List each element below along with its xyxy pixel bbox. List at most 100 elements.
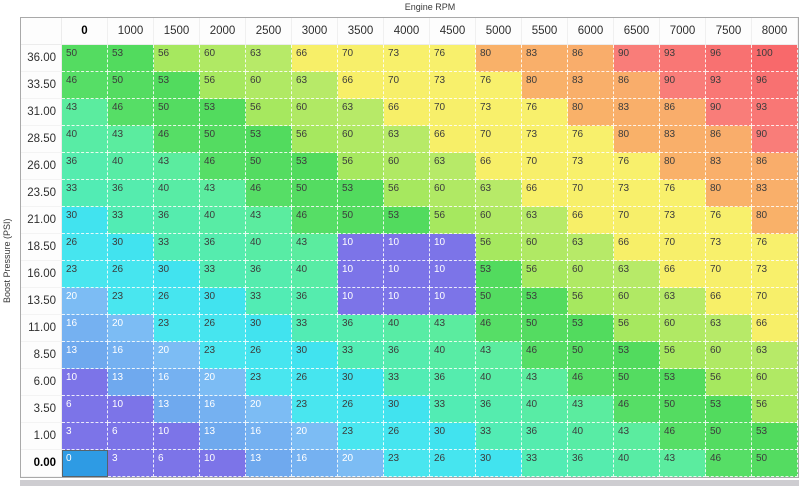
table-cell[interactable]: 40 bbox=[384, 315, 430, 342]
table-cell[interactable]: 63 bbox=[522, 207, 568, 234]
table-cell[interactable]: 43 bbox=[522, 369, 568, 396]
table-cell[interactable]: 43 bbox=[108, 126, 154, 153]
table-cell[interactable]: 60 bbox=[568, 261, 614, 288]
table-cell[interactable]: 76 bbox=[706, 207, 752, 234]
table-cell[interactable]: 70 bbox=[384, 72, 430, 99]
table-cell[interactable]: 10 bbox=[384, 261, 430, 288]
table-cell[interactable]: 50 bbox=[476, 288, 522, 315]
table-cell[interactable]: 36 bbox=[384, 342, 430, 369]
column-header[interactable]: 5500 bbox=[522, 18, 568, 45]
column-header[interactable]: 1000 bbox=[108, 18, 154, 45]
table-cell[interactable]: 70 bbox=[430, 99, 476, 126]
table-cell[interactable]: 83 bbox=[660, 126, 706, 153]
table-cell[interactable]: 26 bbox=[338, 396, 384, 423]
table-cell[interactable]: 30 bbox=[292, 342, 338, 369]
table-cell[interactable]: 13 bbox=[200, 423, 246, 450]
row-header[interactable]: 3.50 bbox=[21, 396, 62, 423]
table-cell[interactable]: 63 bbox=[706, 315, 752, 342]
table-cell[interactable]: 40 bbox=[614, 450, 660, 477]
table-cell[interactable]: 10 bbox=[430, 288, 476, 315]
table-cell[interactable]: 33 bbox=[522, 450, 568, 477]
table-cell[interactable]: 33 bbox=[292, 315, 338, 342]
row-header[interactable]: 0.00 bbox=[21, 450, 62, 477]
column-header[interactable]: 6000 bbox=[568, 18, 614, 45]
column-header[interactable]: 0 bbox=[62, 18, 108, 45]
table-cell[interactable]: 66 bbox=[706, 288, 752, 315]
row-header[interactable]: 33.50 bbox=[21, 72, 62, 99]
table-cell[interactable]: 20 bbox=[108, 315, 154, 342]
table-cell[interactable]: 53 bbox=[338, 180, 384, 207]
table-cell[interactable]: 23 bbox=[292, 396, 338, 423]
table-cell[interactable]: 60 bbox=[752, 369, 798, 396]
table-cell[interactable]: 40 bbox=[246, 234, 292, 261]
table-cell[interactable]: 56 bbox=[522, 261, 568, 288]
table-cell[interactable]: 36 bbox=[200, 234, 246, 261]
table-cell[interactable]: 60 bbox=[614, 288, 660, 315]
table-cell[interactable]: 10 bbox=[108, 396, 154, 423]
table-cell[interactable]: 66 bbox=[752, 315, 798, 342]
table-cell[interactable]: 50 bbox=[752, 450, 798, 477]
table-cell[interactable]: 73 bbox=[706, 234, 752, 261]
table-cell[interactable]: 43 bbox=[568, 396, 614, 423]
column-header[interactable]: 7000 bbox=[660, 18, 706, 45]
table-cell[interactable]: 46 bbox=[62, 72, 108, 99]
table-cell[interactable]: 3 bbox=[62, 423, 108, 450]
table-cell[interactable]: 73 bbox=[660, 207, 706, 234]
table-cell[interactable]: 60 bbox=[522, 234, 568, 261]
table-cell[interactable]: 40 bbox=[292, 261, 338, 288]
table-cell[interactable]: 50 bbox=[614, 369, 660, 396]
table-cell[interactable]: 13 bbox=[154, 396, 200, 423]
table-cell[interactable]: 23 bbox=[384, 450, 430, 477]
table-cell[interactable]: 16 bbox=[292, 450, 338, 477]
table-cell[interactable]: 73 bbox=[476, 99, 522, 126]
table-cell[interactable]: 33 bbox=[476, 423, 522, 450]
table-cell[interactable]: 50 bbox=[292, 180, 338, 207]
table-cell[interactable]: 20 bbox=[338, 450, 384, 477]
table-cell[interactable]: 63 bbox=[246, 45, 292, 72]
table-cell[interactable]: 10 bbox=[338, 261, 384, 288]
table-cell[interactable]: 50 bbox=[200, 126, 246, 153]
table-cell[interactable]: 33 bbox=[154, 234, 200, 261]
table-cell[interactable]: 80 bbox=[568, 99, 614, 126]
table-cell[interactable]: 50 bbox=[154, 99, 200, 126]
table-cell[interactable]: 40 bbox=[568, 423, 614, 450]
table-cell[interactable]: 80 bbox=[476, 45, 522, 72]
table-cell[interactable]: 80 bbox=[706, 180, 752, 207]
table-cell[interactable]: 76 bbox=[430, 45, 476, 72]
table-cell[interactable]: 83 bbox=[522, 45, 568, 72]
table-cell[interactable]: 83 bbox=[614, 99, 660, 126]
table-cell[interactable]: 63 bbox=[292, 72, 338, 99]
column-header[interactable]: 7500 bbox=[706, 18, 752, 45]
table-cell[interactable]: 46 bbox=[154, 126, 200, 153]
table-cell[interactable]: 30 bbox=[246, 315, 292, 342]
table-cell[interactable]: 16 bbox=[154, 369, 200, 396]
table-cell[interactable]: 60 bbox=[292, 99, 338, 126]
column-header[interactable]: 4500 bbox=[430, 18, 476, 45]
table-cell[interactable]: 80 bbox=[522, 72, 568, 99]
table-cell[interactable]: 43 bbox=[292, 234, 338, 261]
table-cell[interactable]: 30 bbox=[476, 450, 522, 477]
table-cell[interactable]: 63 bbox=[660, 288, 706, 315]
row-header[interactable]: 23.50 bbox=[21, 180, 62, 207]
table-cell[interactable]: 70 bbox=[614, 207, 660, 234]
table-cell[interactable]: 26 bbox=[62, 234, 108, 261]
table-cell[interactable]: 90 bbox=[752, 126, 798, 153]
table-cell[interactable]: 53 bbox=[200, 99, 246, 126]
column-header[interactable]: 2500 bbox=[246, 18, 292, 45]
table-cell[interactable]: 40 bbox=[62, 126, 108, 153]
table-cell[interactable]: 90 bbox=[660, 72, 706, 99]
table-cell[interactable]: 56 bbox=[660, 342, 706, 369]
table-cell[interactable]: 56 bbox=[430, 207, 476, 234]
table-cell[interactable]: 16 bbox=[200, 396, 246, 423]
table-cell[interactable]: 10 bbox=[430, 234, 476, 261]
table-cell[interactable]: 16 bbox=[246, 423, 292, 450]
column-header[interactable]: 3000 bbox=[292, 18, 338, 45]
table-cell[interactable]: 60 bbox=[476, 207, 522, 234]
table-cell[interactable]: 76 bbox=[660, 180, 706, 207]
table-cell[interactable]: 40 bbox=[154, 180, 200, 207]
table-cell[interactable]: 10 bbox=[384, 234, 430, 261]
table-cell[interactable]: 6 bbox=[62, 396, 108, 423]
table-cell[interactable]: 10 bbox=[154, 423, 200, 450]
table-cell[interactable]: 80 bbox=[752, 207, 798, 234]
table-cell[interactable]: 13 bbox=[108, 369, 154, 396]
